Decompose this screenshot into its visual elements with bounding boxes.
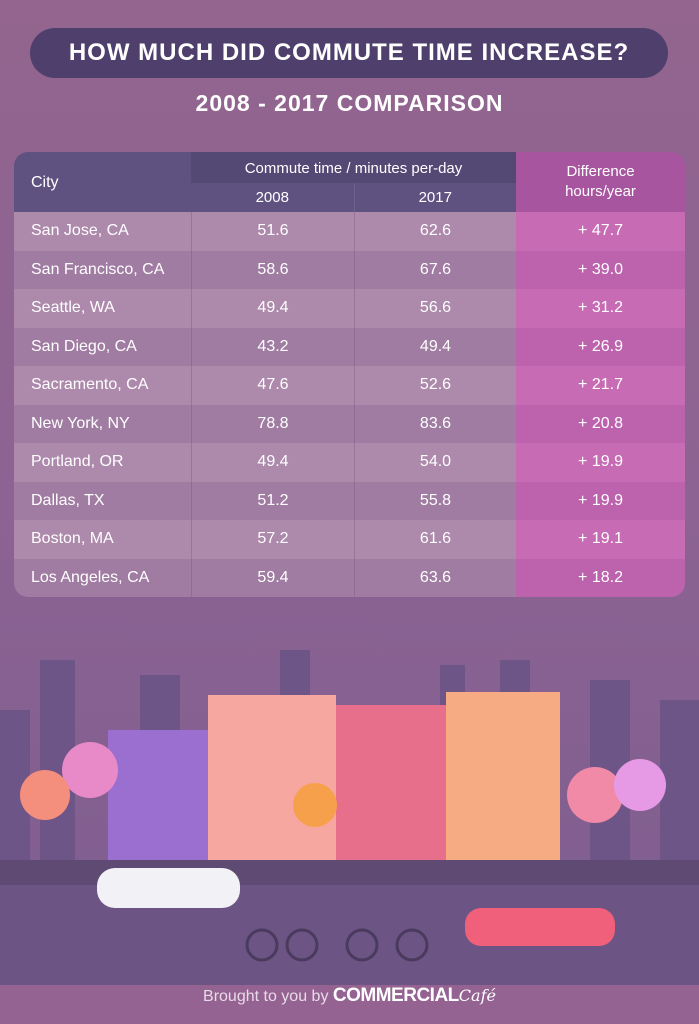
cell-difference: + 19.9: [516, 443, 685, 482]
brand-logo-script: Café: [458, 986, 496, 1005]
tree: [614, 759, 666, 811]
header-difference: Difference hours/year: [516, 152, 685, 212]
building-peach: [208, 695, 336, 860]
cell-city: San Diego, CA: [31, 337, 137, 355]
cell-2017: 62.6: [354, 212, 516, 251]
table-row: Seattle, WA 49.4 56.6 + 31.2: [14, 289, 685, 328]
bicycle: [245, 928, 319, 962]
footer-prefix: Brought to you by: [203, 988, 329, 1005]
cell-difference: + 18.2: [516, 558, 685, 597]
cell-city: Portland, OR: [31, 453, 124, 470]
cell-2008: 47.6: [191, 366, 354, 405]
tree: [20, 770, 70, 820]
table-row: San Jose, CA 51.6 62.6 + 47.7: [14, 212, 685, 251]
header-2017: 2017: [353, 183, 516, 212]
footer-credit: Brought to you by COMMERCIALCafé: [0, 985, 699, 1007]
cell-2008: 43.2: [191, 327, 354, 366]
cell-2008: 49.4: [191, 289, 354, 328]
cell-2008: 57.2: [191, 520, 354, 559]
infographic-title: HOW MUCH DID COMMUTE TIME INCREASE?: [30, 28, 668, 78]
cell-2017: 55.8: [354, 481, 516, 520]
header-commute-group: Commute time / minutes per-day 2008 2017: [191, 152, 516, 212]
table-row: Sacramento, CA 47.6 52.6 + 21.7: [14, 366, 685, 405]
cell-city: Los Angeles, CA: [31, 568, 150, 586]
table-row: Los Angeles, CA 59.4 63.6 + 18.2: [14, 558, 685, 597]
cell-city: Boston, MA: [31, 530, 114, 547]
cell-2017: 49.4: [354, 327, 516, 366]
table-row: New York, NY 78.8 83.6 + 20.8: [14, 404, 685, 443]
cell-2017: 54.0: [354, 443, 516, 482]
cell-difference: + 39.0: [516, 250, 685, 289]
tree: [293, 783, 337, 827]
cell-city: Sacramento, CA: [31, 376, 149, 393]
red-car: [465, 908, 615, 946]
brand-logo: COMMERCIAL: [332, 985, 459, 1006]
table-row: Boston, MA 57.2 61.6 + 19.1: [14, 520, 685, 559]
cell-difference: + 26.9: [516, 327, 685, 366]
building-orange: [446, 692, 560, 860]
bicycle: [345, 928, 429, 962]
cell-2008: 51.2: [191, 481, 354, 520]
cell-2008: 51.6: [191, 212, 354, 251]
header-2008: 2008: [191, 183, 354, 212]
cell-2017: 52.6: [354, 366, 516, 405]
infographic-subtitle: 2008 - 2017 COMPARISON: [195, 90, 504, 116]
city-illustration: [0, 650, 699, 1024]
header-diff-line1: Difference: [566, 163, 635, 180]
cell-difference: + 20.8: [516, 404, 685, 443]
table-row: Portland, OR 49.4 54.0 + 19.9: [14, 443, 685, 482]
footer-band: [0, 985, 699, 1024]
cell-difference: + 31.2: [516, 289, 685, 328]
commute-table: City Commute time / minutes per-day 2008…: [14, 152, 685, 597]
cell-2017: 67.6: [354, 250, 516, 289]
table-row: San Francisco, CA 58.6 67.6 + 39.0: [14, 250, 685, 289]
building-pink: [336, 705, 446, 860]
header-diff-line2: hours/year: [565, 183, 636, 200]
cell-city: San Francisco, CA: [31, 260, 165, 278]
cell-city: New York, NY: [31, 414, 130, 432]
cell-city: San Jose, CA: [31, 222, 129, 239]
cell-difference: + 19.1: [516, 520, 685, 559]
cell-difference: + 21.7: [516, 366, 685, 405]
cell-2008: 78.8: [191, 404, 354, 443]
cell-2008: 59.4: [191, 558, 354, 597]
cell-difference: + 19.9: [516, 481, 685, 520]
table-row: San Diego, CA 43.2 49.4 + 26.9: [14, 327, 685, 366]
header-group-label: Commute time / minutes per-day: [244, 160, 463, 177]
cell-2017: 83.6: [354, 404, 516, 443]
cell-2008: 49.4: [191, 443, 354, 482]
cell-2017: 56.6: [354, 289, 516, 328]
cell-city: Dallas, TX: [31, 491, 105, 509]
tree: [567, 767, 623, 823]
table-row: Dallas, TX 51.2 55.8 + 19.9: [14, 481, 685, 520]
white-car: [97, 868, 240, 908]
cell-2017: 61.6: [354, 520, 516, 559]
building-purple: [108, 730, 220, 860]
cell-2008: 58.6: [191, 250, 354, 289]
header-city: City: [14, 152, 191, 212]
tree: [62, 742, 118, 798]
cell-difference: + 47.7: [516, 212, 685, 251]
cell-city: Seattle, WA: [31, 299, 115, 316]
cell-2017: 63.6: [354, 558, 516, 597]
